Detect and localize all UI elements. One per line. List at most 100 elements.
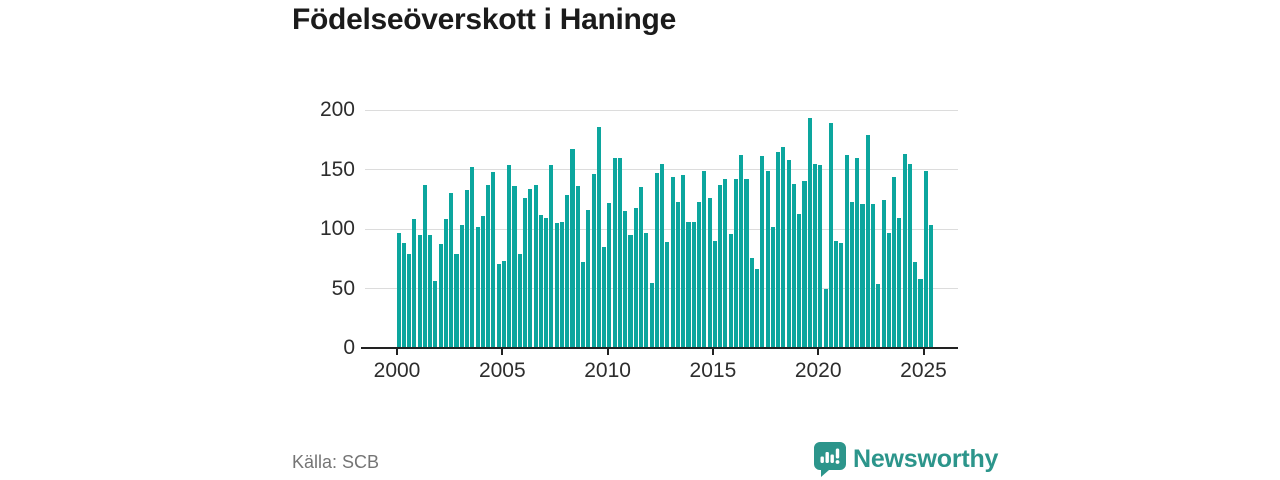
bar [897,218,902,348]
bar-chart-plot-area: 0 50 100 150 200 2000 2005 2010 2015 2020 2025 [320,98,958,382]
bar [902,154,907,348]
bar [834,240,839,348]
bar [428,234,433,348]
bar [881,200,886,348]
bar [433,281,438,348]
bar [712,240,717,348]
y-axis-tick-label: 100 [319,217,355,240]
bar [675,201,680,348]
x-axis-tick [922,348,925,355]
bar [686,221,691,348]
bar [470,167,475,348]
bar [844,155,849,348]
bar [465,189,470,348]
bar [823,288,828,348]
bar [697,201,702,348]
bar [828,123,833,348]
x-axis-tick-label: 2015 [689,359,737,382]
bar [670,176,675,348]
bar [723,179,728,348]
bar [707,198,712,348]
bar [486,184,491,348]
bar [459,225,464,348]
bar [559,221,565,348]
bar [702,170,707,348]
bar [412,219,417,348]
newsworthy-speech-bubble-chart-icon [814,442,846,477]
bar [765,170,770,348]
bar [475,226,480,348]
bar [807,118,812,348]
x-axis-tick-label: 2020 [794,359,842,382]
bar [839,243,844,348]
bar [754,269,760,348]
bar [449,193,454,348]
bar [691,221,696,348]
bar [501,261,507,348]
bar [802,181,807,348]
bar [454,254,459,348]
bar [913,262,918,348]
x-axis-line [361,347,958,349]
bar [528,188,533,348]
bar [760,156,765,348]
bar [907,163,912,348]
bar [876,283,881,348]
bar [860,204,865,348]
x-axis-tick [396,348,398,355]
bar [818,164,823,348]
chart-title: Födelseöverskott i Haninge [292,3,676,36]
bar [649,282,654,348]
bar [681,175,686,348]
bar [570,149,575,348]
bar [507,164,512,348]
bar [928,225,934,348]
bar [538,214,543,348]
bar [517,254,522,348]
bar [554,223,559,348]
bar [496,263,501,348]
bar [849,201,854,348]
bar [728,233,733,348]
bar [417,234,422,348]
newsworthy-wordmark: Newsworthy [853,445,999,473]
bar [918,278,923,348]
bar [639,187,644,348]
bar [870,204,876,348]
bar [396,232,401,348]
x-axis-tick [711,348,714,355]
bar [865,135,870,348]
bar [812,163,818,348]
bar [438,244,443,348]
x-axis-tick [501,348,504,355]
bar [533,184,538,348]
bar [607,202,612,348]
bar [791,183,796,348]
bar [586,209,591,348]
bar [407,254,412,348]
bar [602,246,607,348]
x-axis-tick-label: 2000 [373,359,421,382]
bar [733,179,738,348]
bar [596,126,601,348]
bar [739,155,744,348]
bar [612,157,617,348]
y-axis-tick-label: 200 [319,98,355,121]
bar [786,159,791,348]
bar [718,184,723,348]
bar [797,213,802,348]
bar [617,157,623,348]
newsworthy-logo: Newsworthy [814,442,998,480]
source-caption: Källa: SCB [292,452,380,472]
x-axis-tick [817,348,820,355]
bar [781,146,786,348]
bar [665,242,670,348]
bar [770,226,775,348]
bar [544,218,549,348]
bar [401,243,406,348]
bar [523,198,528,348]
bar [480,215,485,348]
bar [633,207,638,348]
bar [749,257,754,348]
